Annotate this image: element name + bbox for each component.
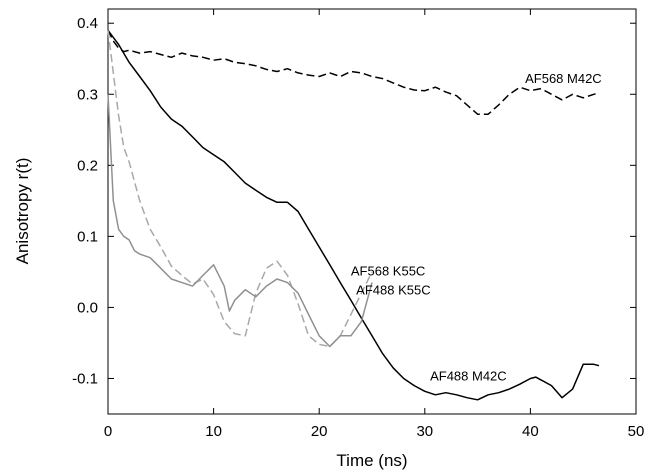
series-label-af568-m42c: AF568 M42C (525, 71, 602, 86)
series-label-af568-k55c: AF568 K55C (351, 263, 425, 278)
axis-ticks: 0 10 20 30 40 50 -0.1 0.0 0.1 0.2 0.3 0.4 (72, 9, 644, 440)
series-line-af568-m42c (107, 29, 600, 115)
y-tick-label: -0.1 (72, 370, 98, 387)
y-tick-label: 0.0 (77, 299, 98, 316)
x-tick-label: 50 (628, 423, 645, 440)
y-tick-label: 0.4 (77, 15, 98, 32)
series-labels: AF568 M42C AF488 M42C AF568 K55C AF488 K55C (351, 71, 602, 384)
series-label-af488-m42c: AF488 M42C (430, 369, 507, 384)
series-line-af488-k55c (107, 94, 373, 348)
y-axis-label: Anisotropy r(t) (13, 158, 32, 265)
x-axis-label: Time (ns) (336, 451, 407, 470)
y-tick-label: 0.2 (77, 157, 98, 174)
x-tick-label: 10 (205, 423, 222, 440)
x-tick-label: 40 (522, 423, 539, 440)
x-tick-label: 0 (104, 423, 112, 440)
y-tick-label: 0.1 (77, 228, 98, 245)
y-tick-label: 0.3 (77, 86, 98, 103)
x-tick-label: 30 (416, 423, 433, 440)
plot-frame (107, 8, 637, 415)
x-tick-label: 20 (311, 423, 328, 440)
series-lines (107, 29, 600, 401)
series-line-af488-m42c (107, 29, 600, 401)
series-label-af488-k55c: AF488 K55C (356, 283, 430, 298)
series-line-af568-k55c (107, 30, 373, 348)
